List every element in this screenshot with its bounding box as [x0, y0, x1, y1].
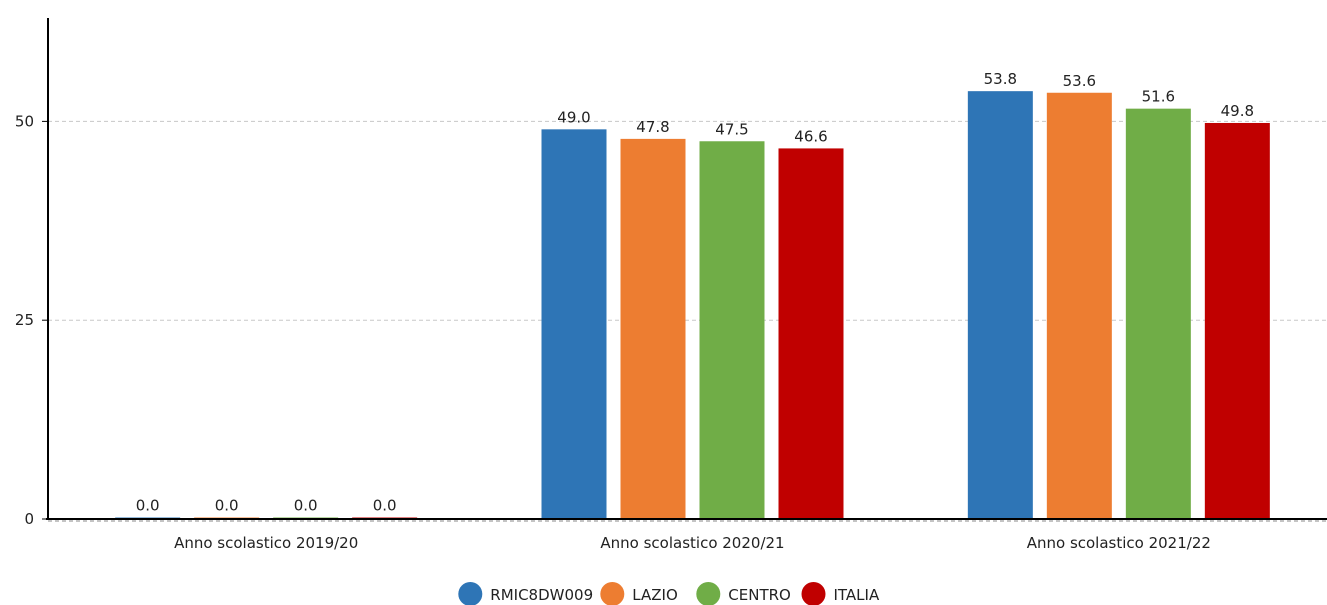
tick-labels: 0 25 50 Anno scolastico 2019/20 Anno scolast…	[15, 112, 1211, 552]
bar-value-label: 47.8	[636, 118, 669, 136]
y-tick-label: 0	[24, 510, 34, 528]
y-tick-label: 50	[15, 112, 34, 130]
legend-label: RMIC8DW009	[490, 586, 593, 604]
bar-value-label: 49.8	[1221, 102, 1254, 120]
bar-value-label: 51.6	[1142, 88, 1175, 106]
value-labels: 0.0 0.0 0.0 0.0 49.0 47.8 47.5 46.6 53.8 53.6 51.6…	[136, 70, 1254, 514]
legend-item-lazio[interactable]: LAZIO	[600, 582, 678, 605]
legend-item-rmic8dw009[interactable]: RMIC8DW009	[458, 582, 593, 605]
bar-rmic8dw009-2[interactable]	[967, 91, 1033, 520]
bar-value-label: 53.8	[984, 70, 1017, 88]
axes	[46, 18, 1327, 520]
legend: RMIC8DW009 LAZIO CENTRO ITALIA	[458, 582, 880, 605]
bar-centro-1[interactable]	[699, 141, 765, 519]
legend-swatch	[458, 582, 483, 605]
bar-centro-2[interactable]	[1125, 108, 1191, 520]
legend-item-italia[interactable]: ITALIA	[801, 582, 880, 605]
y-tick-label: 25	[15, 311, 34, 329]
bar-value-label: 47.5	[715, 120, 748, 138]
bar-italia-2[interactable]	[1204, 122, 1270, 519]
legend-label: LAZIO	[632, 586, 677, 604]
legend-label: CENTRO	[728, 586, 791, 604]
x-category-label: Anno scolastico 2020/21	[600, 534, 784, 552]
bar-lazio-2[interactable]	[1046, 92, 1112, 519]
bars	[115, 91, 1270, 520]
legend-label: ITALIA	[834, 586, 880, 604]
bar-lazio-1[interactable]	[620, 138, 686, 519]
bar-value-label: 0.0	[136, 497, 160, 515]
bar-value-label: 0.0	[373, 497, 397, 515]
bar-italia-1[interactable]	[778, 148, 844, 519]
x-category-label: Anno scolastico 2019/20	[174, 534, 358, 552]
bar-value-label: 53.6	[1063, 72, 1096, 90]
x-category-label: Anno scolastico 2021/22	[1027, 534, 1211, 552]
legend-item-centro[interactable]: CENTRO	[696, 582, 791, 605]
bar-value-label: 0.0	[215, 497, 239, 515]
legend-swatch	[600, 582, 625, 605]
bar-rmic8dw009-1[interactable]	[541, 129, 607, 520]
grid-lines	[48, 120, 1327, 522]
bar-value-label: 49.0	[557, 108, 590, 126]
bar-value-label: 0.0	[294, 497, 318, 515]
legend-swatch	[801, 582, 826, 605]
legend-swatch	[696, 582, 721, 605]
bar-value-label: 46.6	[794, 127, 827, 145]
